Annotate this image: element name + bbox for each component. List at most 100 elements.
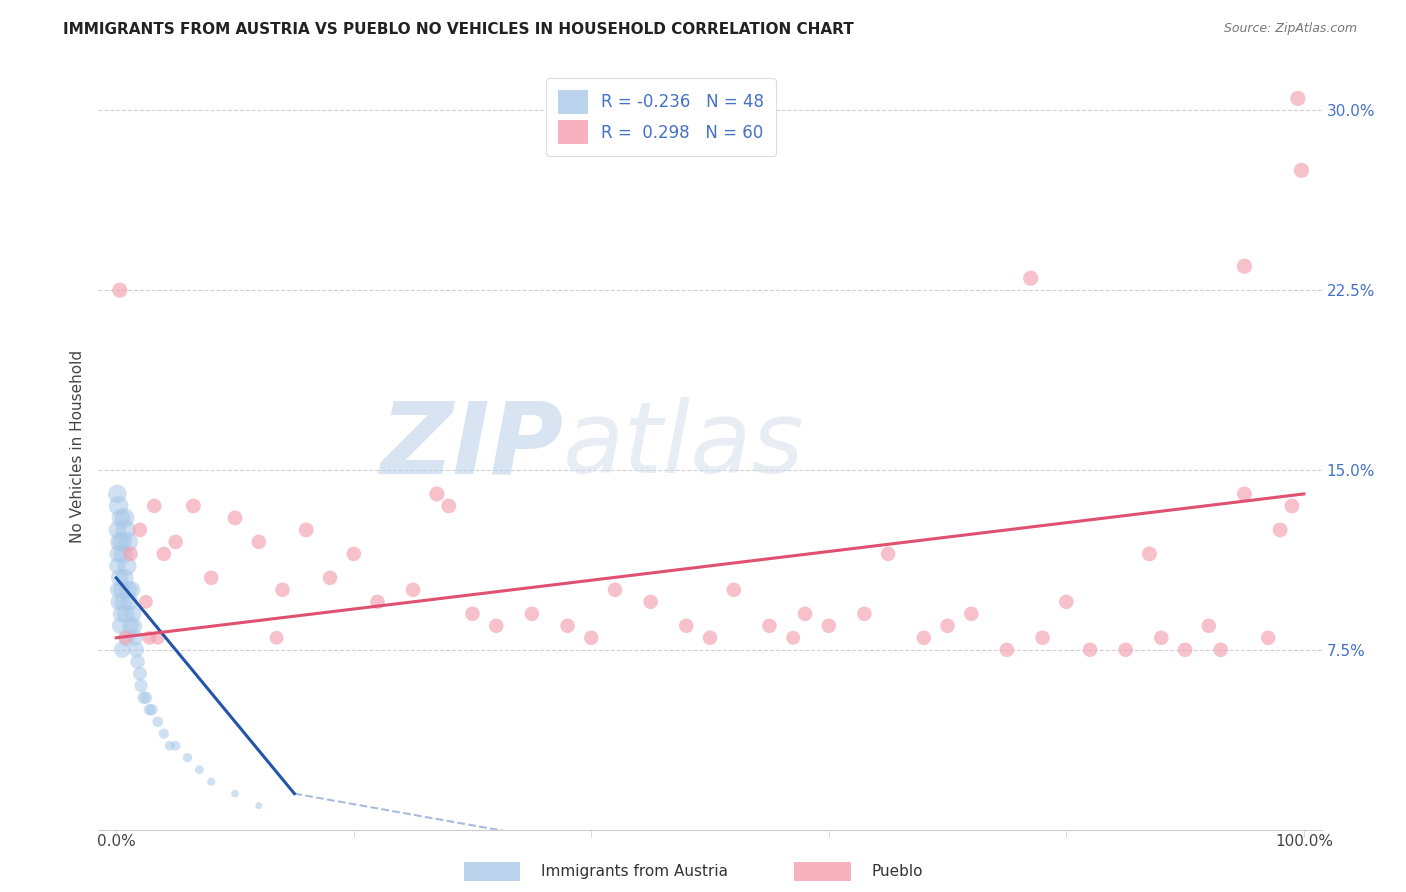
Point (127, 655, 149, 669)
Point (1257, 631, 1279, 645)
Point (224, 511, 246, 525)
Point (183, 499, 205, 513)
Point (114, 607, 136, 621)
Text: ZIP: ZIP (380, 398, 564, 494)
Point (107, 547, 129, 561)
Point (120, 547, 142, 561)
Point (995, 642, 1018, 657)
Point (114, 571, 136, 585)
Point (112, 595, 135, 609)
Point (114, 523, 136, 537)
Point (108, 534, 131, 549)
Point (366, 595, 388, 609)
Point (1174, 642, 1197, 657)
Point (266, 631, 288, 645)
Point (112, 547, 135, 561)
Point (1139, 547, 1161, 561)
Point (1291, 163, 1313, 178)
Point (782, 631, 804, 645)
Point (108, 619, 131, 633)
Point (108, 283, 131, 297)
Point (343, 547, 366, 561)
Point (723, 582, 745, 597)
Point (1115, 642, 1137, 657)
Point (146, 631, 169, 645)
Point (188, 763, 211, 777)
Point (124, 631, 146, 645)
Point (1198, 619, 1220, 633)
Point (152, 726, 174, 740)
Point (135, 690, 157, 705)
Point (247, 798, 270, 813)
Point (159, 739, 181, 753)
Point (1150, 631, 1173, 645)
Point (176, 750, 198, 764)
Point (224, 787, 246, 801)
Point (114, 631, 136, 645)
Point (247, 534, 270, 549)
Point (758, 619, 780, 633)
Point (877, 547, 900, 561)
Point (1209, 642, 1232, 657)
Point (117, 534, 139, 549)
Point (640, 595, 662, 609)
Point (1019, 271, 1042, 285)
Point (1281, 499, 1303, 513)
Point (271, 582, 294, 597)
Point (912, 631, 935, 645)
Point (110, 607, 132, 621)
Point (960, 607, 983, 621)
Y-axis label: No Vehicles in Household: No Vehicles in Household (69, 350, 84, 542)
Point (114, 511, 136, 525)
Point (794, 607, 817, 621)
Point (485, 619, 508, 633)
Point (1054, 595, 1077, 609)
Point (817, 619, 839, 633)
Point (129, 679, 152, 693)
Point (117, 582, 139, 597)
Point (122, 619, 145, 633)
Point (111, 642, 134, 657)
Point (115, 558, 138, 573)
Text: Immigrants from Austria: Immigrants from Austria (541, 864, 728, 879)
Point (152, 547, 174, 561)
Point (936, 619, 959, 633)
Point (129, 523, 152, 537)
Point (107, 582, 129, 597)
Point (107, 487, 129, 501)
Point (129, 666, 152, 681)
Point (108, 571, 131, 585)
Point (132, 690, 155, 705)
Point (165, 534, 187, 549)
Point (138, 631, 160, 645)
Point (461, 607, 484, 621)
Point (110, 511, 132, 525)
Text: atlas: atlas (564, 398, 804, 494)
Point (107, 499, 129, 513)
Point (107, 595, 129, 609)
Point (115, 631, 138, 645)
Point (143, 499, 166, 513)
Point (125, 642, 148, 657)
Point (200, 571, 222, 585)
Point (1268, 523, 1291, 537)
Point (111, 534, 134, 549)
Point (520, 607, 543, 621)
Point (603, 582, 626, 597)
Point (146, 714, 169, 729)
Point (1286, 91, 1309, 105)
Point (118, 595, 141, 609)
Point (107, 523, 129, 537)
Point (1233, 487, 1256, 501)
Point (295, 523, 318, 537)
Point (111, 582, 134, 597)
Point (165, 739, 187, 753)
Point (437, 499, 460, 513)
Text: Source: ZipAtlas.com: Source: ZipAtlas.com (1223, 22, 1357, 36)
Point (319, 571, 342, 585)
Point (120, 619, 142, 633)
Text: Pueblo: Pueblo (872, 864, 924, 879)
Point (1233, 259, 1256, 273)
Point (402, 582, 425, 597)
Point (135, 595, 157, 609)
